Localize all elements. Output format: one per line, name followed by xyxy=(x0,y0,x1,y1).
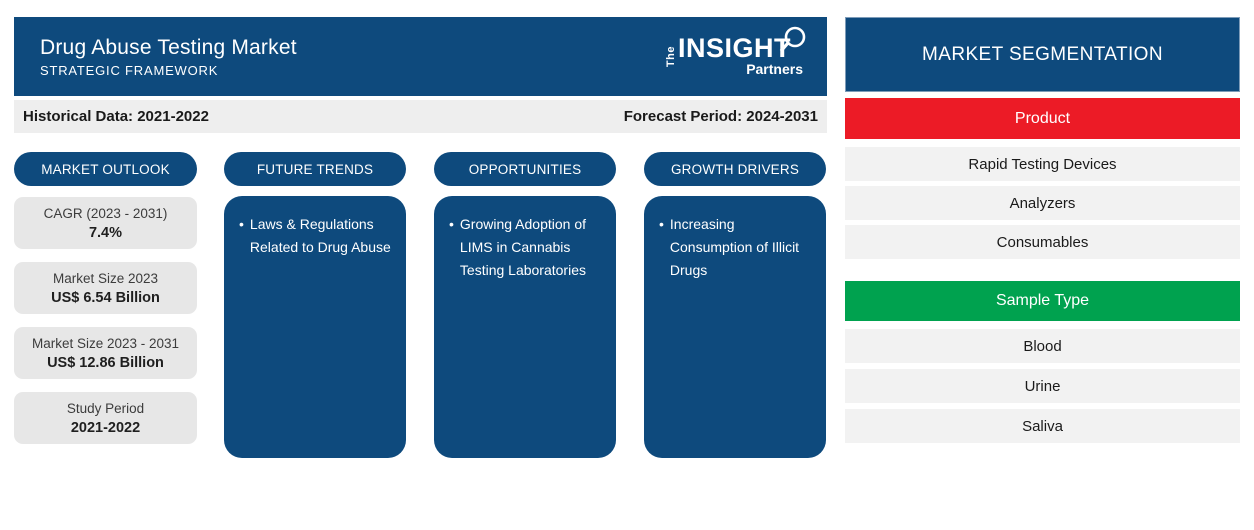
study-period-card: Study Period 2021-2022 xyxy=(14,392,197,444)
pill-future-trends: FUTURE TRENDS xyxy=(224,152,406,186)
market-segmentation-header: MARKET SEGMENTATION xyxy=(845,17,1240,92)
segment-item-consumables: Consumables xyxy=(845,225,1240,259)
logo-word-partners: Partners xyxy=(746,61,803,78)
market-size-2023-card: Market Size 2023 US$ 6.54 Billion xyxy=(14,262,197,314)
growth-drivers-bullet: Increasing Consumption of Illicit Drugs xyxy=(659,213,814,282)
pill-growth-drivers: GROWTH DRIVERS xyxy=(644,152,826,186)
study-period-value: 2021-2022 xyxy=(70,419,141,436)
logo-word-the: The xyxy=(664,45,677,68)
market-size-2023-2031-label: Market Size 2023 - 2031 xyxy=(31,335,180,351)
future-trends-bullet: Laws & Regulations Related to Drug Abuse xyxy=(239,213,394,259)
logo-word-insight: INSIGHT xyxy=(677,26,806,63)
future-trends-box: Laws & Regulations Related to Drug Abuse xyxy=(224,196,406,458)
segment-item-saliva: Saliva xyxy=(845,409,1240,443)
segment-item-blood: Blood xyxy=(845,329,1240,363)
title-block: Drug Abuse Testing Market STRATEGIC FRAM… xyxy=(40,36,297,78)
cagr-label: CAGR (2023 - 2031) xyxy=(43,205,168,221)
header: Drug Abuse Testing Market STRATEGIC FRAM… xyxy=(14,17,827,96)
page-subtitle: STRATEGIC FRAMEWORK xyxy=(40,62,219,78)
segment-category-sample-type: Sample Type xyxy=(845,281,1240,321)
segment-item-rapid-testing-devices: Rapid Testing Devices xyxy=(845,147,1240,181)
market-size-2023-2031-value: US$ 12.86 Billion xyxy=(47,354,164,371)
logo-insight-text: INSIGHT xyxy=(677,32,791,63)
cagr-value: 7.4% xyxy=(88,224,123,241)
growth-drivers-box: Increasing Consumption of Illicit Drugs xyxy=(644,196,826,458)
segment-item-analyzers: Analyzers xyxy=(845,186,1240,220)
study-period-label: Study Period xyxy=(66,400,145,416)
market-size-2023-label: Market Size 2023 xyxy=(52,270,159,286)
insight-partners-logo: The INSIGHT Partners xyxy=(664,26,806,77)
pill-opportunities: OPPORTUNITIES xyxy=(434,152,616,186)
forecast-period-label: Forecast Period: 2024-2031 xyxy=(623,108,818,125)
segment-category-product: Product xyxy=(845,98,1240,139)
timeline-bar: Historical Data: 2021-2022 Forecast Peri… xyxy=(14,100,827,133)
segment-item-urine: Urine xyxy=(845,369,1240,403)
market-size-2023-value: US$ 6.54 Billion xyxy=(51,289,160,306)
cagr-card: CAGR (2023 - 2031) 7.4% xyxy=(14,197,197,249)
opportunities-bullet: Growing Adoption of LIMS in Cannabis Tes… xyxy=(449,213,604,282)
page-title: Drug Abuse Testing Market xyxy=(40,35,297,59)
pill-market-outlook: MARKET OUTLOOK xyxy=(14,152,197,186)
logo-main: INSIGHT Partners xyxy=(677,26,806,77)
opportunities-box: Growing Adoption of LIMS in Cannabis Tes… xyxy=(434,196,616,458)
market-size-2023-2031-card: Market Size 2023 - 2031 US$ 12.86 Billio… xyxy=(14,327,197,379)
magnifier-icon xyxy=(779,26,806,52)
historical-data-label: Historical Data: 2021-2022 xyxy=(23,108,209,125)
